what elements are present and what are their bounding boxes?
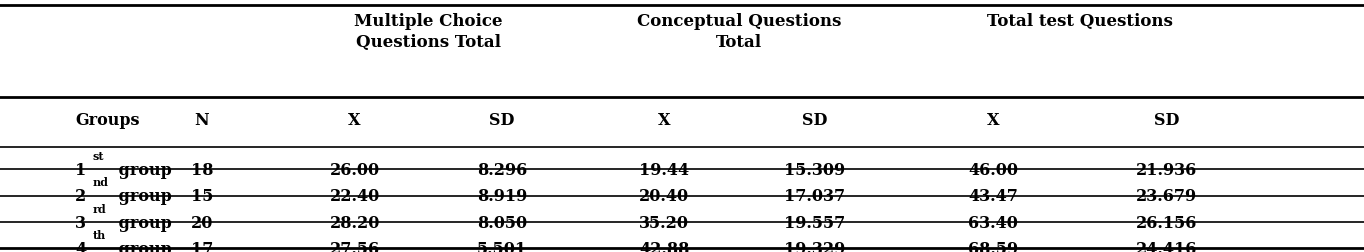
Text: 26.00: 26.00 — [330, 162, 379, 179]
Text: SD: SD — [490, 112, 514, 130]
Text: 63.40: 63.40 — [968, 214, 1018, 232]
Text: 8.919: 8.919 — [477, 188, 527, 205]
Text: Conceptual Questions
Total: Conceptual Questions Total — [637, 13, 842, 50]
Text: X: X — [348, 112, 361, 130]
Text: SD: SD — [1154, 112, 1178, 130]
Text: 43.47: 43.47 — [968, 188, 1018, 205]
Text: SD: SD — [802, 112, 827, 130]
Text: 4: 4 — [75, 241, 86, 252]
Text: 20.40: 20.40 — [640, 188, 689, 205]
Text: 26.156: 26.156 — [1136, 214, 1196, 232]
Text: 3: 3 — [75, 214, 86, 232]
Text: th: th — [93, 230, 106, 241]
Text: 15: 15 — [191, 188, 213, 205]
Text: X: X — [657, 112, 671, 130]
Text: 1: 1 — [75, 162, 86, 179]
Text: 68.59: 68.59 — [968, 241, 1018, 252]
Text: 15.309: 15.309 — [784, 162, 844, 179]
Text: group: group — [113, 241, 172, 252]
Text: 20: 20 — [191, 214, 213, 232]
Text: Multiple Choice
Questions Total: Multiple Choice Questions Total — [355, 13, 502, 50]
Text: 24.416: 24.416 — [1136, 241, 1196, 252]
Text: X: X — [986, 112, 1000, 130]
Text: 21.936: 21.936 — [1136, 162, 1196, 179]
Text: 19.557: 19.557 — [784, 214, 844, 232]
Text: 2: 2 — [75, 188, 86, 205]
Text: 5.501: 5.501 — [477, 241, 527, 252]
Text: 22.40: 22.40 — [330, 188, 379, 205]
Text: 17.037: 17.037 — [784, 188, 844, 205]
Text: group: group — [113, 162, 172, 179]
Text: 23.679: 23.679 — [1136, 188, 1196, 205]
Text: 42.88: 42.88 — [640, 241, 689, 252]
Text: 19.44: 19.44 — [640, 162, 689, 179]
Text: 28.20: 28.20 — [330, 214, 379, 232]
Text: group: group — [113, 214, 172, 232]
Text: Total test Questions: Total test Questions — [986, 13, 1173, 29]
Text: 19.329: 19.329 — [784, 241, 844, 252]
Text: 35.20: 35.20 — [640, 214, 689, 232]
Text: 46.00: 46.00 — [968, 162, 1018, 179]
Text: rd: rd — [93, 204, 106, 215]
Text: 17: 17 — [191, 241, 213, 252]
Text: st: st — [93, 151, 104, 162]
Text: 8.296: 8.296 — [477, 162, 527, 179]
Text: 27.56: 27.56 — [330, 241, 379, 252]
Text: 18: 18 — [191, 162, 213, 179]
Text: Groups: Groups — [75, 112, 139, 130]
Text: nd: nd — [93, 177, 109, 188]
Text: N: N — [195, 112, 209, 130]
Text: 8.050: 8.050 — [477, 214, 527, 232]
Text: group: group — [113, 188, 172, 205]
